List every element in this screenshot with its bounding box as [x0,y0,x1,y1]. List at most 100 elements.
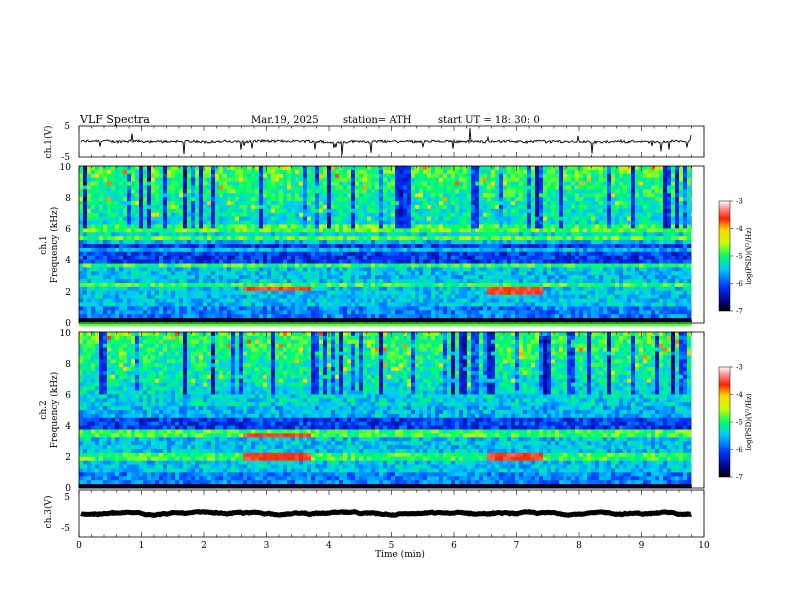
spectrogram-cell [231,275,236,280]
spectrogram-cell [575,224,580,229]
spectrogram-cell [607,255,612,260]
spectrogram-cell [139,275,144,280]
spectrogram-cell [575,166,580,171]
spectrogram-cell [263,267,268,272]
spectrogram-cell [327,267,332,272]
spectrogram-cell [571,251,576,257]
spectrogram-cell [595,244,600,249]
spectrogram-cell [231,279,236,284]
spectrogram-cell [195,201,200,206]
spectrogram-cell [103,236,108,241]
spectrogram-cell [195,224,200,229]
spectrogram-cell [175,166,180,171]
spectrogram-cell [139,267,144,272]
spectrogram-cell [147,228,152,233]
spectrogram-cell [623,220,628,225]
spectrogram-cell [379,263,384,268]
spectrogram-cell [615,205,620,210]
spectrogram-cell [659,263,664,268]
spectrogram-cell [511,263,516,268]
spectrogram-cell [515,205,520,210]
spectrogram-cell [183,224,188,229]
spectrogram-cell [595,173,600,179]
spectrogram-cell [647,267,652,272]
spectrogram-cell [399,201,404,206]
spectrogram-cell [283,255,288,260]
spectrogram-cell [627,201,632,206]
spectrogram-cell [195,236,200,241]
spectrogram-cell [131,193,136,198]
spectrogram-cell [107,189,112,194]
spectrogram-cell [123,283,128,288]
spectrogram-cell [291,208,296,214]
spectrogram-cell [319,173,324,179]
spectrogram-cell [671,240,676,245]
spectrogram-cell [687,224,692,229]
spectrogram-cell [683,197,688,202]
spectrogram-cell [511,169,516,175]
spectrogram-cell [391,212,396,218]
spectrogram-cell [279,201,284,206]
spectrogram-cell [651,247,656,253]
spectrogram-cell [651,271,656,276]
spectrogram-cell [519,275,524,280]
spectrogram-cell [231,205,236,210]
spectrogram-cell [415,212,420,218]
spectrogram-cell [439,173,444,179]
spectrogram-cell [419,177,424,182]
spectrogram-cell [519,236,524,241]
spectrogram-cell [519,255,524,260]
spectrogram-cell [275,263,280,268]
spectrogram-cell [355,173,360,179]
spectrogram-cell [431,224,436,229]
spectrogram-cell [427,185,432,190]
spectrogram-cell [555,185,560,190]
spectrogram-cell [347,275,352,280]
spectrogram-cell [355,228,360,233]
spectrogram-cell [379,283,384,288]
spectrogram-cell [543,236,548,241]
spectrogram-cell [103,177,108,182]
spectrogram-cell [119,232,124,237]
spectrogram-cell [99,189,104,194]
spectrogram-cell [611,201,616,206]
spectrogram-cell [659,228,664,233]
spectrogram-cell [647,185,652,190]
spectrogram-cell [559,259,564,264]
spectrogram-cell [147,193,152,198]
spectrogram-cell [159,212,164,218]
spectrogram-cell [315,166,320,171]
spectrogram-cell [459,208,464,214]
spectrogram-cell [587,177,592,182]
spectrogram-cell [515,267,520,272]
spectrogram-cell [583,169,588,175]
spectrogram-cell [623,166,628,171]
spectrogram-cell [519,166,524,171]
spectrogram-cell [155,240,160,245]
spectrogram-cell [275,255,280,260]
spectrogram-cell [659,181,664,186]
spectrogram-cell [411,228,416,233]
spectrogram-cell [511,177,516,182]
spectrogram-cell [579,247,584,253]
spectrogram-cell [419,251,424,257]
spectrogram-cell [571,166,576,171]
spectrogram-cell [111,263,116,268]
spectrogram-cell [343,240,348,245]
spectrogram-cell [251,173,256,179]
spectrogram-cell [679,189,684,194]
spectrogram-cell [551,247,556,253]
spectrogram-cell [563,232,568,237]
spectrogram-cell [163,177,168,182]
spectrogram-cell [543,169,548,175]
spectrogram-cell [479,166,484,171]
spectrogram-cell [503,166,508,171]
spectrogram-cell [203,208,208,214]
spectrogram-cell [419,193,424,198]
spectrogram-cell [251,220,256,225]
spectrogram-cell [523,255,528,260]
spectrogram-cell [139,232,144,237]
spectrogram-cell [687,193,692,198]
spectrogram-cell [151,169,156,175]
spectrogram-cell [131,259,136,264]
